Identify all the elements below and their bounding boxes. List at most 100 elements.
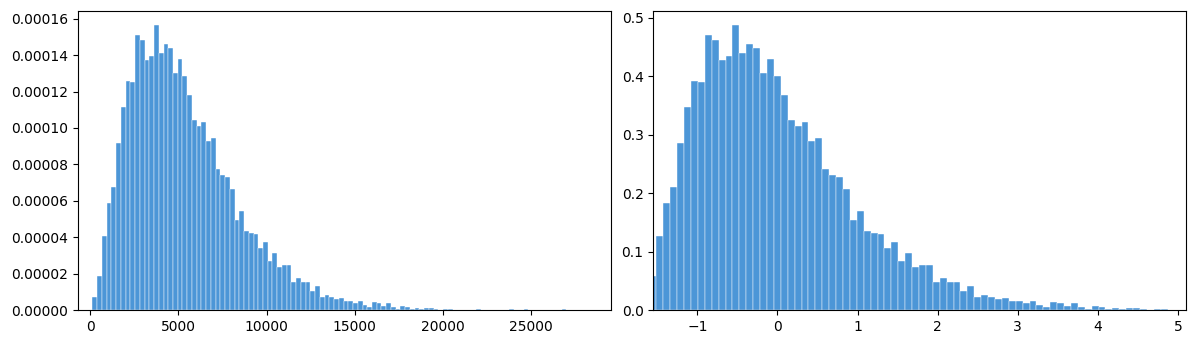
Bar	[273, 253, 278, 310]
Bar	[358, 301, 363, 310]
Bar	[1009, 301, 1016, 310]
Bar	[282, 265, 287, 310]
Bar	[1106, 309, 1112, 310]
Bar	[92, 297, 97, 310]
Bar	[1099, 307, 1106, 310]
Bar	[391, 307, 396, 310]
Bar	[401, 306, 405, 310]
Bar	[691, 81, 698, 310]
Bar	[864, 231, 870, 310]
Bar	[925, 265, 932, 310]
Bar	[300, 282, 305, 310]
Bar	[850, 220, 857, 310]
Bar	[808, 141, 815, 310]
Bar	[372, 302, 377, 310]
Bar	[230, 189, 235, 310]
Bar	[822, 169, 830, 310]
Bar	[206, 141, 211, 310]
Bar	[387, 303, 391, 310]
Bar	[116, 143, 121, 310]
Bar	[448, 309, 452, 310]
Bar	[760, 73, 767, 310]
Bar	[287, 265, 291, 310]
Bar	[182, 76, 187, 310]
Bar	[254, 234, 259, 310]
Bar	[877, 234, 885, 310]
Bar	[424, 308, 429, 310]
Bar	[409, 309, 414, 310]
Bar	[150, 56, 154, 310]
Bar	[433, 309, 438, 310]
Bar	[220, 175, 225, 310]
Bar	[967, 286, 974, 310]
Bar	[954, 282, 960, 310]
Bar	[382, 306, 387, 310]
Bar	[885, 248, 892, 310]
Bar	[102, 236, 107, 310]
Bar	[334, 299, 339, 310]
Bar	[523, 309, 528, 310]
Bar	[1029, 301, 1037, 310]
Bar	[940, 278, 947, 310]
Bar	[140, 40, 145, 310]
Bar	[815, 138, 822, 310]
Bar	[154, 25, 159, 310]
Bar	[857, 211, 864, 310]
Bar	[244, 231, 249, 310]
Bar	[145, 60, 150, 310]
Bar	[339, 298, 344, 310]
Bar	[733, 25, 740, 310]
Bar	[130, 82, 135, 310]
Bar	[510, 309, 515, 310]
Bar	[225, 177, 230, 310]
Bar	[353, 303, 358, 310]
Bar	[753, 48, 760, 310]
Bar	[259, 248, 263, 310]
Bar	[239, 211, 244, 310]
Bar	[698, 82, 705, 310]
Bar	[215, 169, 220, 310]
Bar	[912, 267, 919, 310]
Bar	[315, 286, 320, 310]
Bar	[712, 40, 718, 310]
Bar	[126, 81, 130, 310]
Bar	[1002, 298, 1009, 310]
Bar	[211, 138, 215, 310]
Bar	[974, 297, 982, 310]
Bar	[164, 44, 169, 310]
Bar	[780, 95, 788, 310]
Bar	[174, 73, 177, 310]
Bar	[932, 282, 940, 310]
Bar	[1016, 301, 1022, 310]
Bar	[305, 282, 310, 310]
Bar	[995, 299, 1002, 310]
Bar	[310, 290, 315, 310]
Bar	[344, 301, 348, 310]
Bar	[561, 309, 566, 310]
Bar	[1126, 308, 1134, 310]
Bar	[746, 44, 753, 310]
Bar	[201, 122, 206, 310]
Bar	[670, 187, 678, 310]
Bar	[135, 35, 140, 310]
Bar	[1064, 306, 1071, 310]
Bar	[1071, 303, 1077, 310]
Bar	[476, 309, 481, 310]
Bar	[1112, 308, 1119, 310]
Bar	[196, 126, 201, 310]
Bar	[429, 308, 433, 310]
Bar	[324, 295, 329, 310]
Bar	[159, 53, 164, 310]
Bar	[320, 297, 324, 310]
Bar	[192, 120, 196, 310]
Bar	[830, 175, 836, 310]
Bar	[414, 308, 419, 310]
Bar	[1154, 309, 1161, 310]
Bar	[988, 297, 995, 310]
Bar	[443, 309, 448, 310]
Bar	[1077, 307, 1084, 310]
Bar	[1050, 302, 1057, 310]
Bar	[767, 59, 774, 310]
Bar	[121, 107, 126, 310]
Bar	[1044, 307, 1050, 310]
